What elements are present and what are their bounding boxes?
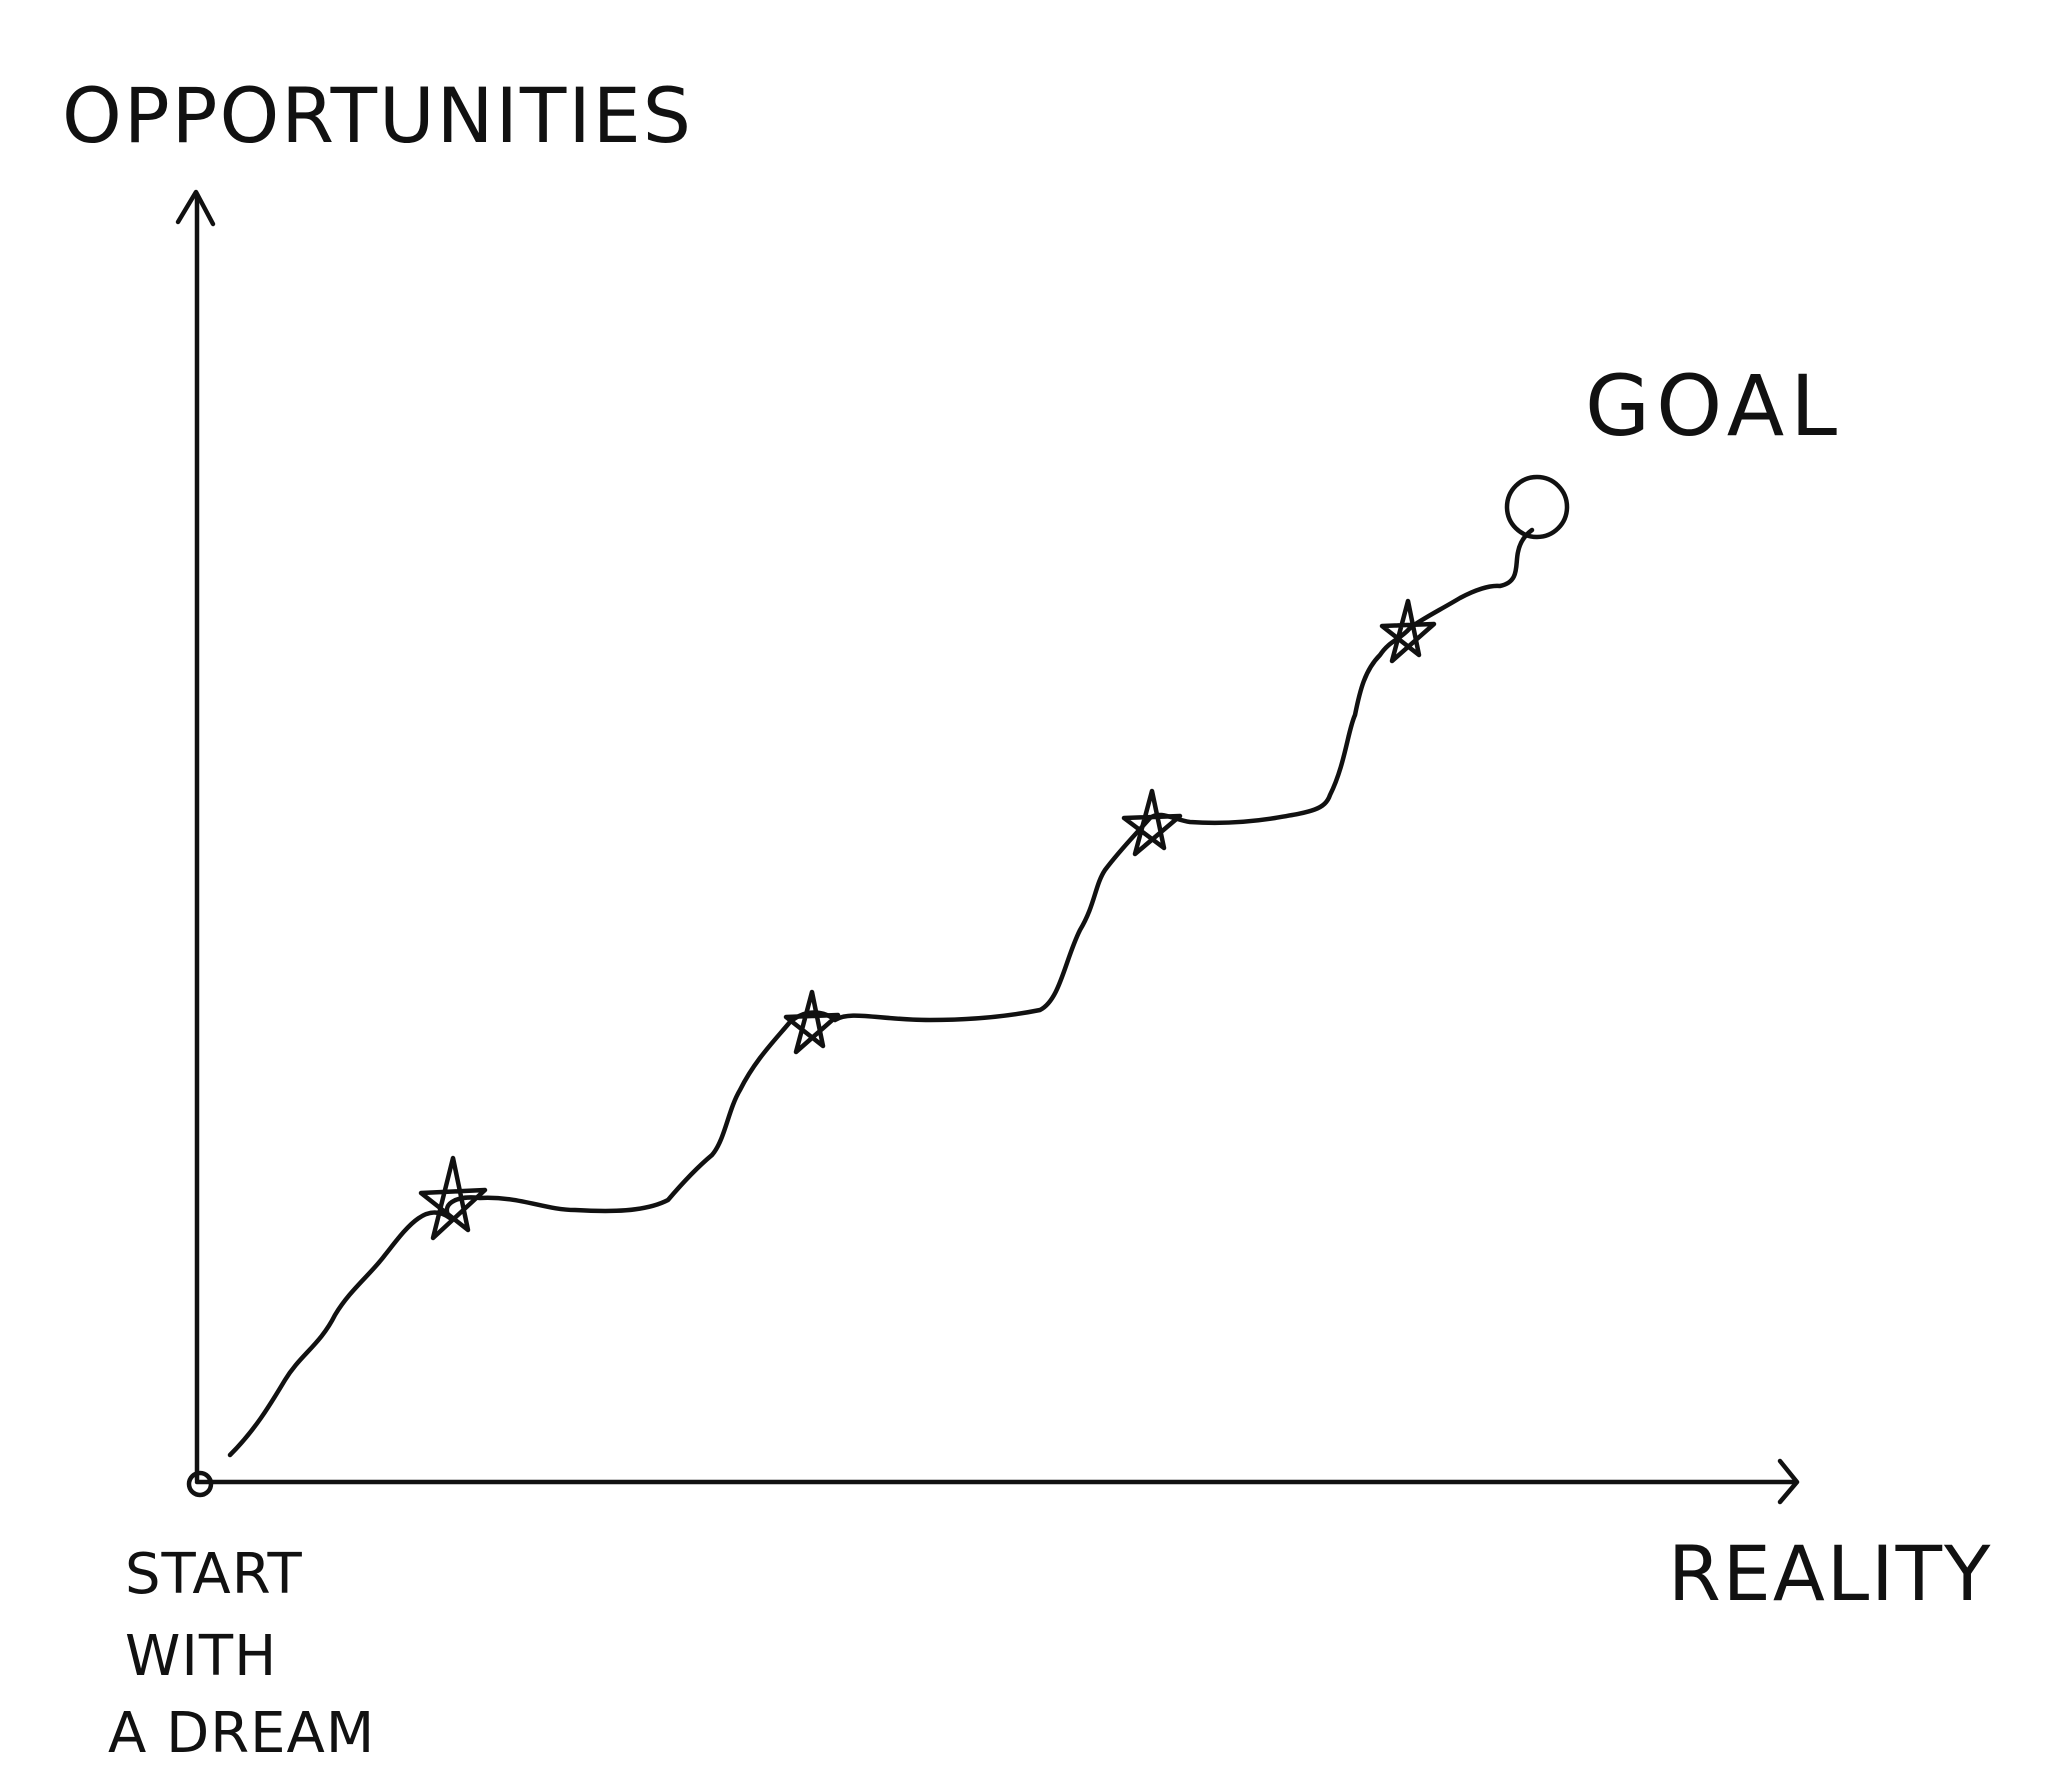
x-axis-label: REALITY xyxy=(1668,1529,1992,1618)
milestone-star-4 xyxy=(1379,598,1437,664)
goal-marker xyxy=(1504,474,1570,540)
start-label-line-2: WITH xyxy=(125,1624,277,1689)
goal-label: GOAL xyxy=(1585,357,1843,455)
milestone-star-2 xyxy=(783,989,841,1055)
y-axis xyxy=(175,189,216,1483)
start-label: START WITH A DREAM xyxy=(108,1542,375,1765)
milestone-star-3 xyxy=(1121,788,1183,857)
x-axis xyxy=(194,1458,1800,1505)
x-axis-arrowhead xyxy=(1777,1458,1800,1505)
progress-curve xyxy=(227,527,1535,1458)
start-label-line-3: A DREAM xyxy=(108,1701,375,1765)
y-axis-arrowhead xyxy=(175,189,216,227)
y-axis-label: OPPORTUNITIES xyxy=(62,71,693,160)
start-label-line-1: START xyxy=(125,1542,303,1607)
milestone-star-1 xyxy=(418,1155,488,1241)
origin-marker xyxy=(186,1470,214,1498)
